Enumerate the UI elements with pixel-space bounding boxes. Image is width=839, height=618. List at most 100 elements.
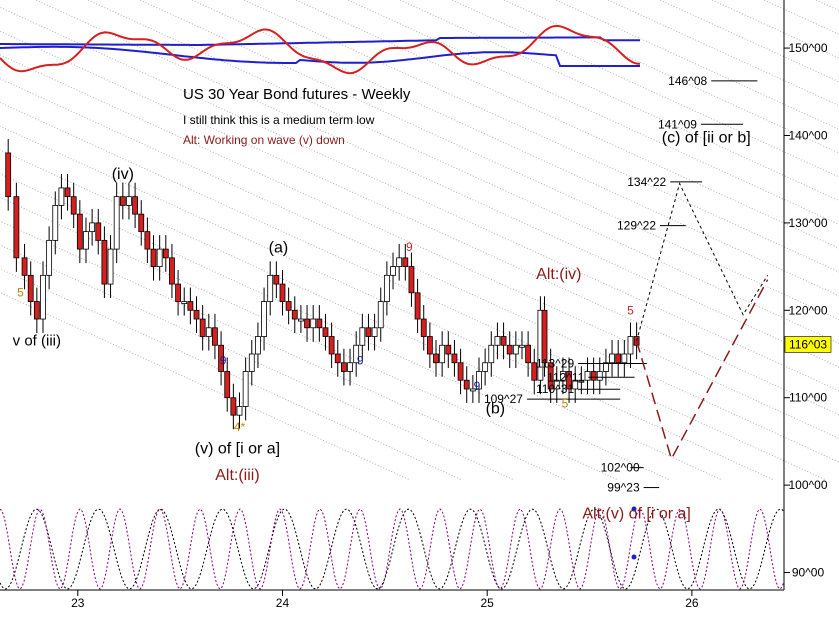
candle [119,182,126,220]
lower-band-line [0,45,640,67]
y-tick-label: 120^00 [789,303,828,317]
candle-body [500,336,507,346]
candle [89,208,96,246]
candle-body [21,257,28,276]
level-label: 99^23 [607,481,640,495]
diagonal-line [87,0,839,344]
candle-body [328,336,335,355]
candle [371,313,378,351]
candle-body [547,362,554,390]
candle [5,138,12,211]
candle-body [126,196,132,206]
candle [70,182,77,229]
candle-body [132,196,139,215]
candle [83,217,89,264]
diagonal-line [0,30,839,416]
candle-body [70,196,77,215]
wave-label: v of (iii) [13,332,61,349]
candle-body [420,318,427,337]
candle-body [396,257,403,267]
candle-body [531,362,538,381]
candle [420,305,427,351]
level-label: 102^00 [601,461,640,475]
candle [469,374,476,403]
diagonal-line [35,0,839,368]
level-label: 109^27 [484,392,523,406]
candle-body [390,266,396,276]
candle [107,235,114,299]
candle [463,366,470,403]
candle-body [236,406,243,416]
candlesticks [5,138,640,430]
diagonal-line [295,0,839,249]
x-tick-label: 26 [685,596,699,610]
count-label: 9 [220,353,227,367]
candle-body [482,362,489,372]
count-label: 5 [627,304,634,318]
candle-body [162,248,169,259]
candle [193,296,200,334]
candle [156,235,163,281]
candle-body [175,283,181,302]
wave-label: (c) of [ii or b] [662,129,751,146]
candle-body [310,318,317,329]
candle [21,243,28,290]
count-label: 5 [562,396,569,410]
candle-body [512,344,519,355]
diagonal-line [0,6,839,392]
candle-body [304,318,310,329]
projections [635,182,769,461]
diagonal-line [0,78,839,463]
level-label: 134^22 [627,175,666,189]
candle-body [615,353,622,364]
candle [273,261,280,299]
candle-body [603,362,609,372]
candle [547,348,554,403]
candle [553,366,560,403]
candle [584,357,591,395]
candle [181,287,188,316]
cycle-marker [631,506,637,512]
candle-body [494,336,501,346]
candle [316,305,323,342]
candle-body [596,371,603,381]
level-label: 146^08 [668,74,707,88]
candle [322,313,329,351]
candle [457,348,464,395]
candle [439,331,446,377]
candle-body [33,301,40,320]
diagonal-line [0,149,723,481]
candle-body [5,152,12,198]
x-tick-label: 25 [481,596,495,610]
candle-body [101,239,108,285]
candle [230,383,237,430]
candle-body [64,187,71,198]
last-price-label: 116^03 [789,337,827,351]
oscillator-line [0,25,641,75]
wave-label: (b) [486,400,506,417]
cycle-marker [631,554,637,560]
candle [519,331,525,360]
candle [40,261,46,334]
projection-alt [635,279,769,461]
candle [310,305,317,342]
candle-body [322,327,329,337]
candle [113,182,120,264]
candle [224,357,231,412]
diagonal-line [191,0,839,297]
candle-body [476,371,482,390]
candle [402,243,409,281]
diagonal-line [243,0,839,273]
candle [396,243,403,281]
oscillator-panel [0,25,641,75]
diagonal-line [607,0,839,107]
candle [365,313,372,351]
candle-body [181,301,188,304]
candle-body [359,327,366,346]
candle [488,331,495,377]
candle-body [383,274,390,302]
count-label: 9 [474,379,481,393]
candle [603,348,609,386]
level-label: 113^29 [536,357,574,371]
level-label: 112^11 [547,370,585,384]
